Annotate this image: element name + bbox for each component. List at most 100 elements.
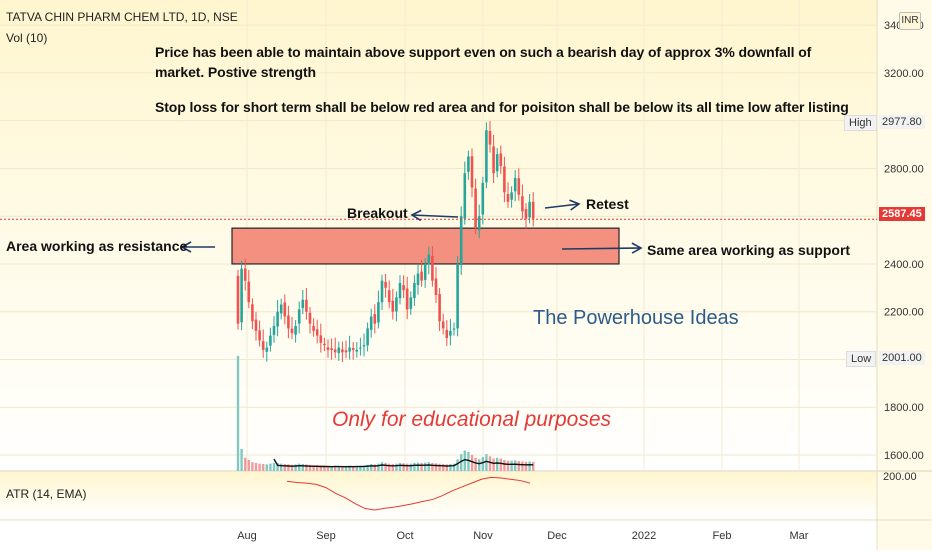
volume-bar	[485, 454, 488, 471]
volume-bar	[312, 465, 315, 471]
volume-bar	[506, 460, 510, 471]
volume-indicator-label[interactable]: Vol (10)	[6, 31, 48, 45]
volume-bar	[258, 463, 261, 471]
x-tick-label: Sep	[316, 530, 336, 542]
volume-bar	[290, 464, 294, 471]
candle-body	[287, 315, 290, 329]
volume-bar	[384, 462, 387, 471]
volume-bar	[521, 461, 524, 471]
volume-bar	[301, 464, 304, 471]
candle-body	[503, 166, 506, 193]
volume-bar	[337, 465, 340, 471]
candle-body	[391, 300, 395, 312]
candle-body	[261, 341, 265, 350]
volume-bar	[427, 462, 430, 471]
volume-bar	[247, 460, 250, 471]
volume-bar	[272, 462, 276, 471]
candle-body	[366, 328, 369, 346]
breakout-arrow-head	[410, 209, 422, 222]
candle-body	[528, 201, 531, 218]
volume-bar	[341, 465, 344, 471]
candle-body	[330, 348, 333, 350]
candle-body	[405, 288, 409, 310]
candle-body	[459, 216, 463, 266]
support-arrow	[561, 247, 642, 250]
y-tick-label: 2400.00	[884, 259, 924, 271]
resistance-label: Area working as resistance	[6, 238, 188, 254]
candle-body	[315, 329, 319, 336]
candle-body	[495, 154, 499, 172]
y-tick-label: 3200.00	[884, 68, 924, 80]
volume-bar	[323, 465, 326, 471]
candle-body	[283, 302, 287, 317]
disclaimer-text: Only for educational purposes	[332, 408, 611, 431]
candle-body	[362, 345, 366, 347]
candle-body	[258, 330, 261, 341]
volume-bar	[316, 465, 319, 471]
volume-bar	[402, 463, 405, 471]
candle-body	[427, 254, 431, 265]
x-tick-label: Dec	[547, 530, 567, 542]
volume-bar	[467, 451, 470, 471]
volume-bar	[416, 462, 420, 471]
atr-line	[286, 476, 531, 511]
x-tick-label: Aug	[237, 530, 257, 542]
atr-axis-label: 200.00	[883, 471, 917, 483]
candle-body	[380, 280, 384, 303]
retest-arrow	[544, 203, 580, 209]
candle-body	[513, 177, 517, 192]
price-axis[interactable]	[877, 0, 932, 550]
volume-bar	[528, 461, 531, 471]
volume-bar	[380, 462, 384, 471]
candle-body	[485, 130, 488, 183]
volume-bar	[244, 457, 247, 471]
candle-body	[456, 263, 459, 329]
candle-body	[243, 268, 247, 281]
volume-bar	[499, 458, 502, 471]
candle-body	[517, 178, 521, 195]
candle-body	[474, 188, 477, 229]
currency-badge[interactable]: INR	[899, 12, 921, 30]
volume-bar	[251, 462, 254, 471]
volume-bar	[406, 463, 409, 471]
volume-bar	[452, 463, 456, 471]
candle-body	[531, 201, 535, 219]
candle-body	[413, 283, 416, 299]
candle-body	[240, 268, 243, 323]
volume-bar	[445, 464, 448, 471]
y-tick-label: 1800.00	[884, 402, 924, 414]
candle-body	[423, 263, 427, 280]
candle-body	[333, 349, 337, 353]
candle-body	[305, 299, 308, 312]
volume-bars	[236, 356, 535, 471]
candle-body	[319, 335, 323, 343]
volume-bar	[344, 465, 348, 471]
volume-bar	[496, 457, 499, 471]
candle-body	[470, 156, 474, 188]
candle-body	[510, 192, 513, 200]
volume-bar	[431, 462, 434, 471]
atr-indicator-label[interactable]: ATR (14, EMA)	[6, 487, 87, 501]
volume-bar	[352, 465, 355, 471]
candle-body	[279, 304, 283, 314]
note-line-1: Price has been able to maintain above su…	[155, 44, 812, 60]
candle-body	[341, 349, 344, 353]
volume-bar	[388, 463, 391, 471]
breakout-arrow	[411, 214, 459, 218]
candle-body	[387, 290, 391, 303]
symbol-title[interactable]: TATVA CHIN PHARM CHEM LTD, 1D, NSE	[6, 10, 238, 24]
candle-body	[373, 314, 377, 324]
candle-body	[269, 335, 272, 346]
volume-bar	[514, 460, 517, 471]
volume-bar	[409, 463, 412, 471]
y-tick-label: 1600.00	[884, 450, 924, 462]
low-price-box: 2001.00	[879, 351, 925, 365]
volume-bar	[481, 457, 484, 471]
candle-body	[524, 209, 528, 219]
volume-bar	[294, 464, 297, 471]
candle-body	[467, 156, 470, 172]
volume-bar	[492, 458, 495, 471]
annotation-arrows	[0, 199, 877, 254]
